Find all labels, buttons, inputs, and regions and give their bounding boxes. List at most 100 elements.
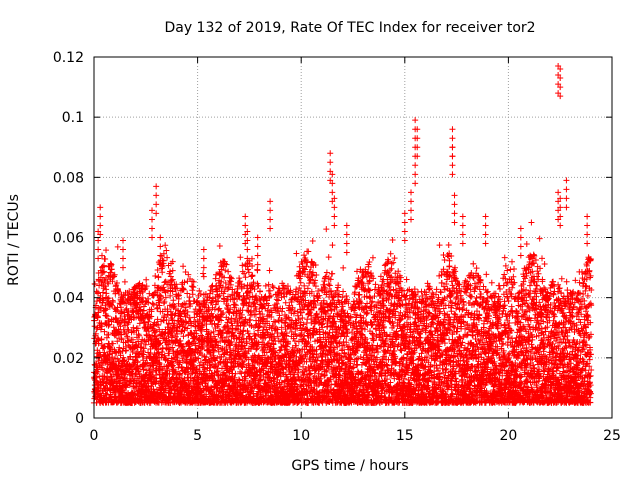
data-point	[449, 171, 456, 178]
data-point	[449, 153, 456, 160]
data-point-peak	[327, 150, 334, 157]
data-point	[449, 162, 456, 169]
data-point-peak	[584, 213, 591, 220]
data-point	[95, 255, 102, 262]
data-point	[200, 255, 207, 262]
data-point-peak	[449, 126, 456, 133]
data-point	[584, 240, 591, 247]
data-point	[343, 240, 350, 247]
data-point	[482, 222, 489, 229]
data-point	[120, 246, 127, 253]
data-point	[267, 225, 274, 232]
data-point-peak	[412, 153, 419, 160]
data-point	[584, 222, 591, 229]
data-point-peak	[557, 195, 564, 202]
y-tick-label: 0.06	[53, 231, 84, 247]
y-tick-label: 0.12	[53, 50, 84, 66]
data-point-peak	[331, 195, 338, 202]
data-point	[557, 204, 564, 211]
data-point	[267, 207, 274, 214]
data-point-peak	[482, 213, 489, 220]
x-tick-label: 10	[292, 428, 310, 444]
data-point	[517, 243, 524, 250]
data-point-peak	[242, 213, 249, 220]
data-point	[555, 216, 562, 223]
data-point-peak	[244, 228, 251, 235]
data-point	[414, 135, 421, 142]
data-point-peak	[555, 63, 562, 70]
data-point-peak	[149, 207, 156, 214]
data-point	[555, 81, 562, 88]
data-point-peak	[169, 258, 176, 265]
data-point	[451, 219, 458, 226]
data-point	[149, 234, 156, 241]
data-point	[327, 177, 334, 184]
data-point	[555, 72, 562, 79]
data-point	[331, 222, 338, 229]
y-tick-label: 0.02	[53, 351, 84, 367]
scatter-band	[90, 219, 595, 406]
data-point	[401, 228, 408, 235]
data-point	[408, 198, 415, 205]
x-axis-label: GPS time / hours	[291, 458, 408, 474]
data-point	[120, 255, 127, 262]
data-point-peak	[343, 222, 350, 229]
data-point	[557, 84, 564, 91]
data-point-peak	[401, 210, 408, 217]
data-point	[157, 261, 164, 268]
chart-title: Day 132 of 2019, Rate Of TEC Index for r…	[164, 20, 535, 36]
data-point	[329, 180, 336, 187]
data-point	[242, 231, 249, 238]
data-point-peak	[120, 237, 127, 244]
data-point	[169, 276, 176, 283]
data-point	[555, 207, 562, 214]
data-point-peak	[329, 171, 336, 178]
data-point	[149, 225, 156, 232]
data-point	[120, 264, 127, 271]
data-point	[331, 204, 338, 211]
data-point	[408, 207, 415, 214]
data-point	[97, 213, 104, 220]
data-point	[244, 246, 251, 253]
y-tick-label: 0.1	[62, 110, 84, 126]
data-point-peak	[563, 177, 570, 184]
data-point-peak	[157, 234, 164, 241]
data-point	[331, 213, 338, 220]
data-point	[563, 186, 570, 193]
data-point	[412, 162, 419, 169]
data-point	[555, 90, 562, 97]
data-point	[401, 237, 408, 244]
data-point-peak	[153, 183, 160, 190]
data-point-peak	[557, 66, 564, 73]
data-point	[327, 159, 334, 166]
y-tick-label: 0	[75, 411, 84, 427]
y-axis-label: ROTI / TECUs	[6, 194, 22, 286]
data-point	[414, 144, 421, 151]
axis-ticks: 0 5 10 15 20 25 0 0.02 0.04 0.06 0.08 0.1 0.12	[53, 50, 621, 444]
data-point	[459, 231, 466, 238]
data-point	[169, 285, 176, 292]
data-point	[153, 210, 160, 217]
data-point	[459, 240, 466, 247]
data-point	[97, 222, 104, 229]
data-point-peak	[95, 228, 102, 235]
data-point	[95, 246, 102, 253]
data-point	[329, 189, 336, 196]
data-point	[557, 93, 564, 100]
data-point	[482, 240, 489, 247]
data-point	[584, 231, 591, 238]
data-point	[408, 216, 415, 223]
data-point	[459, 222, 466, 229]
y-tick-label: 0.04	[53, 291, 84, 307]
data-point	[563, 195, 570, 202]
data-point	[200, 273, 207, 280]
data-point	[482, 231, 489, 238]
data-point-peak	[412, 117, 419, 124]
data-point	[563, 204, 570, 211]
data-point	[557, 75, 564, 82]
data-point	[200, 264, 207, 271]
data-point	[242, 240, 249, 247]
data-point	[157, 243, 164, 250]
data-point-peak	[408, 189, 415, 196]
